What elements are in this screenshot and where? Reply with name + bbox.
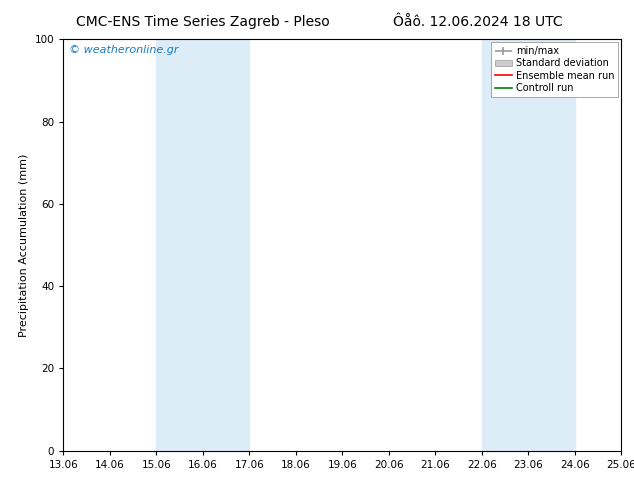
Text: © weatheronline.gr: © weatheronline.gr [69,46,179,55]
Text: CMC-ENS Time Series Zagreb - Pleso: CMC-ENS Time Series Zagreb - Pleso [76,15,330,29]
Text: Ôåô. 12.06.2024 18 UTC: Ôåô. 12.06.2024 18 UTC [393,15,563,29]
Legend: min/max, Standard deviation, Ensemble mean run, Controll run: min/max, Standard deviation, Ensemble me… [491,42,618,97]
Y-axis label: Precipitation Accumulation (mm): Precipitation Accumulation (mm) [19,153,29,337]
Bar [482,39,575,451]
Bar [157,39,249,451]
